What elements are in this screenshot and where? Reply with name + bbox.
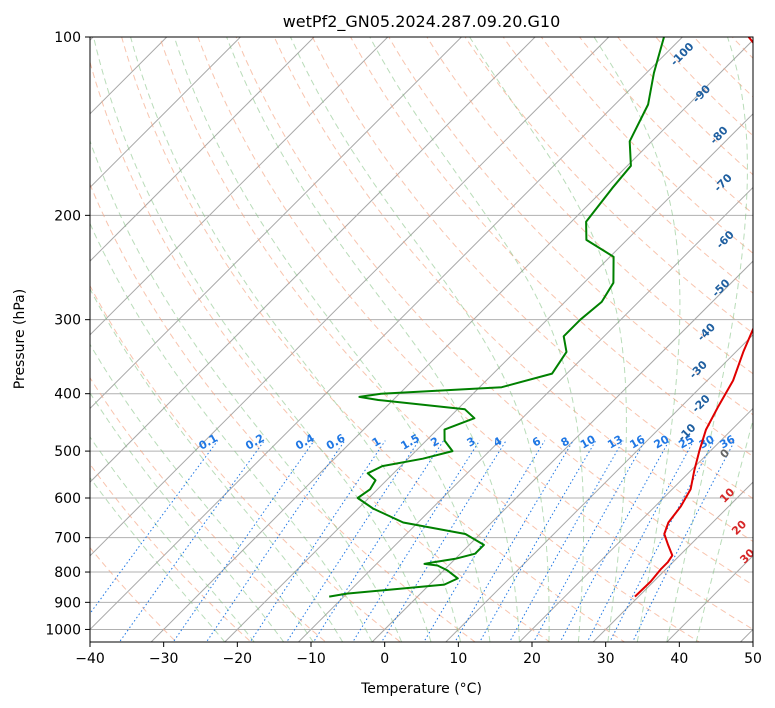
mixing-ratio-line — [609, 440, 715, 642]
y-tick-label: 900 — [54, 595, 81, 611]
moist-adiabat-line — [666, 37, 748, 642]
dry-adiabat-line — [578, 37, 753, 215]
y-tick-label: 800 — [54, 565, 81, 581]
isotherm-gridline — [90, 37, 463, 410]
x-axis-label: Temperature (°C) — [360, 681, 482, 697]
moist-adiabat-line — [93, 37, 432, 642]
dry-adiabat-line — [655, 37, 753, 137]
mixing-ratio-line — [632, 440, 736, 642]
isotherm-gridline — [90, 37, 389, 336]
mixing-ratio-line — [118, 440, 265, 642]
mixing-ratio-line — [509, 440, 624, 642]
moist-adiabat-line — [226, 37, 520, 642]
moist-adiabat-line — [469, 37, 627, 642]
y-tick-label: 400 — [54, 387, 81, 403]
isotherm-gridline — [592, 481, 753, 642]
mixing-ratio-line — [479, 440, 597, 642]
dry-adiabat-line — [90, 182, 476, 642]
isotherm-gridline — [371, 260, 753, 642]
isotherm-gridline — [90, 37, 610, 557]
isotherm-gridline — [90, 37, 242, 189]
dry-adiabat-line — [159, 37, 701, 642]
x-tick-label: −20 — [223, 651, 253, 667]
dry-adiabat-line — [90, 463, 252, 642]
moist-adiabat-line — [90, 139, 403, 642]
isotherm-gridline — [224, 113, 753, 642]
dry-adiabat-line — [235, 37, 753, 586]
moist-adiabat-line — [290, 37, 550, 642]
dry-adiabat-line — [426, 37, 753, 375]
temperature-profile-line — [634, 37, 753, 598]
y-tick-label: 300 — [54, 313, 81, 329]
dry-adiabat-line — [197, 37, 753, 631]
mixing-ratio-line — [559, 440, 670, 642]
isotherm-gridline — [150, 39, 753, 642]
y-tick-label: 700 — [54, 531, 81, 547]
moist-adiabat-line — [90, 392, 285, 642]
dry-adiabat-line — [90, 60, 551, 642]
x-tick-label: −30 — [149, 651, 179, 667]
y-tick-label: 1000 — [45, 622, 81, 638]
dry-adiabat-line — [121, 37, 626, 642]
x-tick-label: 0 — [380, 651, 389, 667]
moist-adiabat-line — [695, 418, 753, 642]
mixing-ratio-line — [533, 440, 646, 642]
mixing-ratio-line — [586, 440, 695, 642]
moist-adiabat-line — [90, 436, 255, 642]
moist-adiabat-line — [130, 37, 461, 642]
mixing-ratio-line — [249, 440, 386, 642]
moist-adiabat-line — [593, 37, 681, 642]
axes: −40 −30 −20 −10 0 10 20 30 40 50 1000 900 800 700 600 5… — [45, 30, 762, 667]
moist-adiabat-line — [90, 287, 344, 642]
moist-adiabat-line — [90, 222, 373, 642]
chart-title: wetPf2_GN05.2024.287.09.20.G10 — [283, 12, 561, 32]
isotherm-gridline — [518, 407, 753, 642]
x-tick-label: 40 — [670, 651, 688, 667]
y-tick-label: 200 — [54, 208, 81, 224]
mixing-ratio-line — [423, 440, 546, 642]
x-tick-label: 50 — [744, 651, 762, 667]
mixing-ratio-line — [312, 440, 445, 642]
x-tick-label: 30 — [597, 651, 615, 667]
isotherm-gridline — [90, 37, 536, 483]
y-tick-label: 100 — [54, 30, 81, 46]
background-lines — [90, 37, 753, 642]
moist-adiabat-line — [90, 343, 314, 642]
x-tick-label: 20 — [523, 651, 541, 667]
mixing-ratio-line — [454, 440, 574, 642]
dry-adiabat-line — [311, 37, 753, 500]
y-tick-label: 500 — [54, 444, 81, 460]
x-tick-label: 10 — [449, 651, 467, 667]
dry-adiabat-line — [273, 37, 753, 543]
profile-lines — [329, 37, 753, 598]
dry-adiabat-line — [464, 37, 753, 334]
moist-adiabat-line — [369, 37, 585, 642]
moist-adiabat-line — [173, 37, 491, 642]
plot-frame — [89, 36, 754, 643]
dry-adiabat-line — [617, 37, 753, 176]
plot-background — [90, 37, 753, 642]
mixing-ratio-line — [286, 440, 420, 642]
x-tick-label: −40 — [75, 651, 105, 667]
dry-adiabat-line — [90, 284, 402, 642]
isotherm-gridline — [297, 186, 753, 642]
mixing-ratio-line — [352, 440, 481, 642]
moist-adiabat-line — [90, 476, 226, 642]
y-axis-label: Pressure (hPa) — [12, 289, 28, 389]
dry-adiabat-line — [388, 37, 753, 416]
y-tick-label: 600 — [54, 491, 81, 507]
isotherm-gridline — [90, 37, 315, 262]
x-tick-label: −10 — [296, 651, 326, 667]
dry-adiabat-label: 40 — [750, 578, 770, 598]
dewpoint-profile-line — [329, 37, 665, 598]
isotherm-gridline — [445, 334, 753, 642]
isotherm-gridline — [90, 37, 684, 631]
